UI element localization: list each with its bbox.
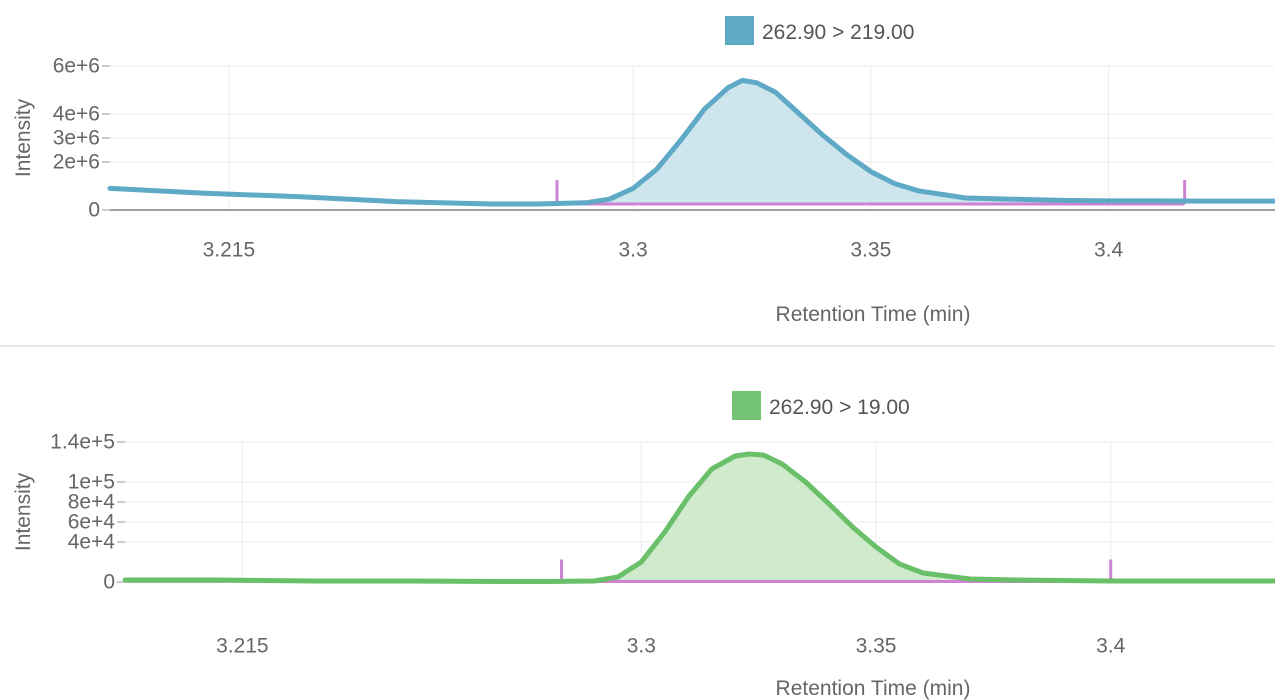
x-axis-title: Retention Time (min) — [776, 677, 971, 700]
x-tick-label: 3.4 — [1094, 239, 1124, 262]
panel-divider — [0, 345, 1275, 347]
x-tick-label: 3.4 — [1096, 635, 1126, 658]
peak-area — [557, 80, 1185, 204]
legend-label: 262.90 > 219.00 — [762, 21, 914, 44]
y-axis-title: Intensity — [12, 98, 35, 177]
y-tick-label: 0 — [88, 199, 100, 222]
y-tick-label: 6e+6 — [53, 55, 100, 78]
y-tick-label: 3e+6 — [53, 127, 100, 150]
y-tick-label: 2e+6 — [53, 151, 100, 174]
x-tick-label: 3.215 — [216, 635, 269, 658]
x-tick-label: 3.35 — [850, 239, 891, 262]
series-line — [107, 77, 1275, 207]
chromatogram-panel-2: 0 4e+4 6e+4 8e+4 1e+5 1.4e+5 3.215 3.3 3.35 3.4 Re… — [0, 347, 1275, 700]
x-axis-title: Retention Time (min) — [776, 303, 971, 326]
chromatogram-panel-1: 0 2e+6 3e+6 4e+6 6e+6 3.215 3.3 3.35 3.4 Retentio… — [0, 0, 1275, 345]
x-tick-label: 3.3 — [627, 635, 656, 658]
y-tick-label: 8e+4 — [68, 491, 116, 514]
y-tick-label: 0 — [103, 571, 115, 594]
series-line — [122, 451, 1275, 584]
legend-swatch — [732, 391, 761, 420]
chromatogram-chart-2: 0 4e+46e+48e+41e+5 1.4e+5 3.215 3.3 3.35 3.4 Re… — [12, 391, 1275, 700]
chromatogram-chart-1: 0 2e+63e+64e+6 6e+6 3.215 3.3 3.35 3.4 Retentio… — [12, 16, 1275, 326]
x-tick-label: 3.35 — [856, 635, 897, 658]
x-tick-label: 3.215 — [203, 239, 256, 262]
y-tick-label: 4e+4 — [68, 531, 116, 554]
legend-swatch — [725, 16, 754, 45]
x-tick-label: 3.3 — [618, 239, 647, 262]
y-tick-label: 1.4e+5 — [50, 431, 115, 454]
y-axis-title: Intensity — [12, 472, 35, 551]
y-tick-label: 1e+5 — [68, 471, 115, 494]
legend-label: 262.90 > 19.00 — [769, 396, 910, 419]
y-tick-label: 4e+6 — [53, 103, 100, 126]
y-tick-label: 6e+4 — [68, 511, 116, 534]
